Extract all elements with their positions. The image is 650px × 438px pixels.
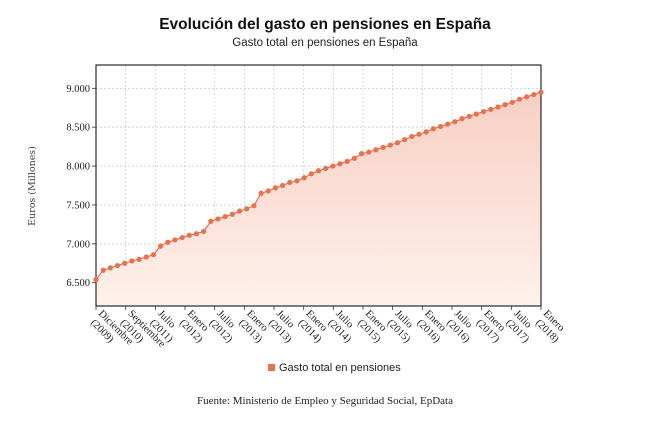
x-tick-label: Julio(2016) xyxy=(444,308,474,345)
series-area xyxy=(96,92,541,307)
data-point xyxy=(114,262,121,269)
data-point xyxy=(430,126,436,132)
series-layer xyxy=(93,89,544,283)
data-point xyxy=(416,131,422,137)
x-tick-label: Enero(2016) xyxy=(414,308,447,345)
x-tick-label: Enero(2012) xyxy=(177,308,210,345)
data-point xyxy=(473,111,480,117)
data-point xyxy=(179,234,185,241)
data-point xyxy=(480,109,487,115)
data-point xyxy=(373,147,379,153)
x-tick-label: Julio(2012) xyxy=(207,308,237,345)
data-point xyxy=(315,168,322,174)
data-point xyxy=(251,203,257,209)
chart-subtitle: Gasto total en pensiones en España xyxy=(232,37,418,49)
data-point xyxy=(337,161,343,167)
legend-label: Gasto total en pensiones xyxy=(279,362,401,374)
data-point xyxy=(323,165,329,171)
x-axis-ticks: Diciembre(2009) Septiembre(2010) Julio(201… xyxy=(88,306,566,350)
y-tick-label: 8.500 xyxy=(66,123,90,134)
data-point xyxy=(143,254,149,260)
data-point xyxy=(394,140,401,146)
y-tick-label: 7.000 xyxy=(66,239,90,250)
x-tick-label: Julio(2013) xyxy=(266,308,296,345)
data-point xyxy=(358,151,365,157)
data-point xyxy=(466,113,472,119)
legend: Gasto total en pensiones xyxy=(268,362,401,374)
data-point xyxy=(265,188,271,194)
data-point xyxy=(538,89,544,95)
data-point xyxy=(122,260,128,266)
x-tick-label: Julio(2015) xyxy=(385,308,415,345)
data-point xyxy=(136,256,142,262)
data-point xyxy=(502,102,508,108)
data-point xyxy=(186,232,192,238)
y-tick-label: 9.000 xyxy=(66,84,90,95)
data-point xyxy=(107,265,113,271)
data-point xyxy=(330,163,336,169)
data-point xyxy=(244,206,250,212)
data-point xyxy=(452,119,458,125)
x-tick-label: Enero(2018) xyxy=(533,308,566,345)
data-point xyxy=(344,158,350,164)
x-tick-label: Julio(2017) xyxy=(503,308,533,345)
data-point xyxy=(516,96,523,102)
data-point xyxy=(351,155,357,161)
data-point xyxy=(301,175,307,181)
data-point xyxy=(524,94,530,100)
data-point xyxy=(100,267,106,273)
data-point xyxy=(495,104,501,110)
data-point xyxy=(201,228,207,234)
data-point xyxy=(193,231,200,237)
x-tick-label: Julio(2014) xyxy=(325,308,355,345)
data-point xyxy=(129,258,135,264)
data-point xyxy=(258,190,264,196)
data-point xyxy=(157,243,164,249)
data-point xyxy=(459,116,465,122)
data-point xyxy=(366,149,372,155)
y-tick-label: 8.000 xyxy=(66,162,90,173)
data-point xyxy=(236,208,243,214)
data-point xyxy=(215,216,221,222)
axes xyxy=(95,64,542,307)
data-point xyxy=(387,142,393,148)
data-point xyxy=(222,213,228,220)
chart-title: Evolución del gasto en pensiones en Espa… xyxy=(159,16,491,33)
y-tick-label: 7.500 xyxy=(66,200,90,211)
data-point xyxy=(93,276,99,283)
y-tick-label: 6.500 xyxy=(66,278,90,289)
data-point xyxy=(165,239,171,245)
data-point xyxy=(172,237,178,243)
data-point xyxy=(509,99,515,105)
data-point xyxy=(437,123,444,130)
data-point xyxy=(294,178,300,184)
area-layer xyxy=(96,92,541,307)
data-point xyxy=(280,182,286,189)
x-tick-label: Enero(2014) xyxy=(296,308,329,345)
y-axis-label: Euros (Millones) xyxy=(27,146,38,226)
data-point xyxy=(150,252,157,258)
data-point xyxy=(402,137,408,143)
data-point xyxy=(531,91,537,98)
data-point xyxy=(308,171,314,177)
data-point xyxy=(409,133,415,140)
data-point xyxy=(445,121,451,127)
data-point xyxy=(272,185,279,191)
data-point xyxy=(423,129,429,135)
data-point xyxy=(208,218,214,224)
data-point xyxy=(380,144,386,151)
source-note: Fuente: Ministerio de Empleo y Seguridad… xyxy=(197,395,453,407)
x-tick-label: Enero(2015) xyxy=(355,308,388,345)
data-point xyxy=(488,106,494,112)
legend-swatch xyxy=(268,364,275,371)
x-tick-label: Enero(2017) xyxy=(474,308,507,345)
y-axis-ticks: 6.500 7.000 7.500 8.000 8.500 9.000 xyxy=(66,84,96,289)
plot-frame xyxy=(95,64,542,307)
data-point xyxy=(229,211,235,217)
x-tick-label: Enero(2013) xyxy=(236,308,269,345)
data-point xyxy=(287,179,293,185)
